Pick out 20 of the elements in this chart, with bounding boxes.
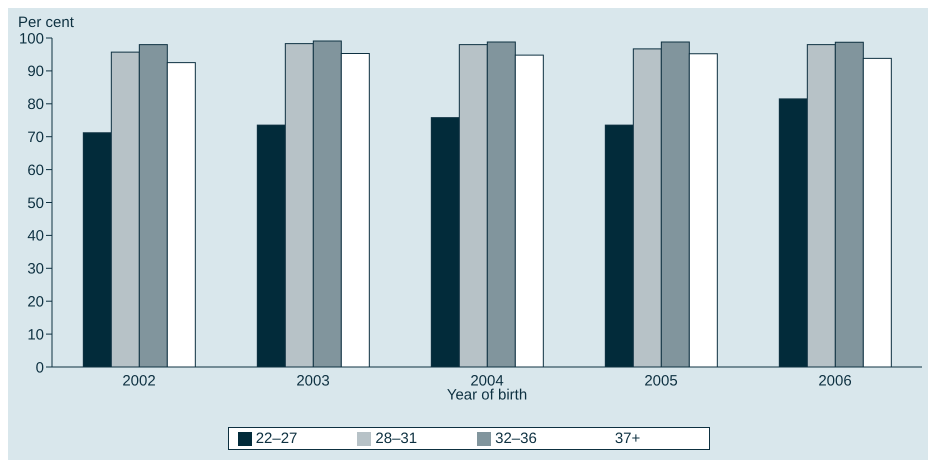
y-tick-label: 20: [27, 294, 44, 311]
y-tick-label: 90: [27, 63, 44, 80]
text: 37+: [614, 430, 640, 447]
y-tick-label: 60: [27, 162, 44, 179]
y-tick-label: 100: [18, 30, 44, 48]
y-tick-label: 0: [36, 359, 44, 376]
y-tick-label: 10: [27, 326, 44, 344]
x-tick-label: 2002: [122, 372, 156, 390]
y-tick-label: 30: [27, 260, 44, 278]
y-tick-label: 80: [27, 96, 44, 114]
legend-label: 22–27: [256, 430, 298, 447]
x-tick-label: 2006: [818, 372, 852, 390]
y-tick-label: 50: [27, 194, 44, 212]
y-axis-title: Per cent: [18, 14, 74, 31]
legend-label: 28–31: [375, 430, 418, 447]
x-tick-label: 2003: [296, 372, 330, 390]
x-tick-label: 2005: [644, 372, 678, 390]
legend-label: 32–36: [495, 430, 537, 447]
y-tick-label: 70: [27, 129, 44, 146]
y-tick-label: 40: [27, 228, 44, 245]
